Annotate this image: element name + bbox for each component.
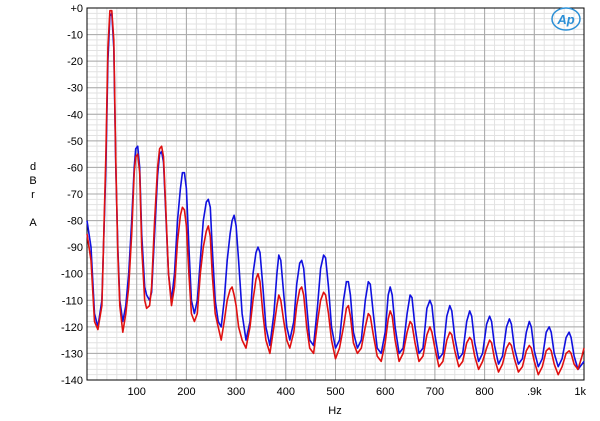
y-axis-label: dBr A <box>29 161 37 229</box>
y-axis-label-letter: A <box>29 217 37 229</box>
y-tick-label: -10 <box>67 30 83 42</box>
y-tick-label: -20 <box>67 56 83 68</box>
x-tick-label: 800 <box>475 386 493 398</box>
y-tick-label: -60 <box>67 162 83 174</box>
y-axis-label-letter: r <box>31 189 35 201</box>
x-tick-label: 1k <box>574 386 586 398</box>
ap-logo-icon: Ap <box>551 7 581 31</box>
x-tick-label: 500 <box>326 386 344 398</box>
x-tick-label: 700 <box>426 386 444 398</box>
y-tick-labels: +0 -10 -20 -30 -40 -50 -60 -70 -80 -90 -100 -110 -12… <box>61 3 83 387</box>
y-tick-label: -70 <box>67 189 83 201</box>
y-tick-label: -80 <box>67 216 83 228</box>
y-tick-label: -120 <box>61 322 83 334</box>
series-line-2 <box>86 9 585 376</box>
x-axis-label: Hz <box>328 405 341 417</box>
ap-logo-text: Ap <box>556 12 574 27</box>
y-tick-label: -100 <box>61 269 83 281</box>
x-tick-label: 300 <box>227 386 245 398</box>
plot-frame <box>86 7 585 381</box>
x-tick-label: 100 <box>128 386 146 398</box>
y-tick-label: -140 <box>61 375 83 387</box>
x-tick-labels: 100 200 300 400 500 600 700 800 .9k 1k <box>128 386 587 398</box>
x-tick-label: .9k <box>527 386 542 398</box>
y-tick-label: -130 <box>61 348 83 360</box>
y-axis-label-letter: B <box>29 175 36 187</box>
y-tick-label: +0 <box>70 3 83 15</box>
y-tick-label: -30 <box>67 83 83 95</box>
y-tick-label: -110 <box>62 295 83 307</box>
y-tick-label: -90 <box>67 242 83 254</box>
y-tick-label: -50 <box>67 136 83 148</box>
x-tick-label: 600 <box>376 386 394 398</box>
series-layer <box>86 9 585 376</box>
x-tick-label: 200 <box>177 386 195 398</box>
y-axis-label-letter: d <box>30 161 36 173</box>
y-tick-label: -40 <box>67 109 83 121</box>
x-tick-label: 400 <box>277 386 295 398</box>
